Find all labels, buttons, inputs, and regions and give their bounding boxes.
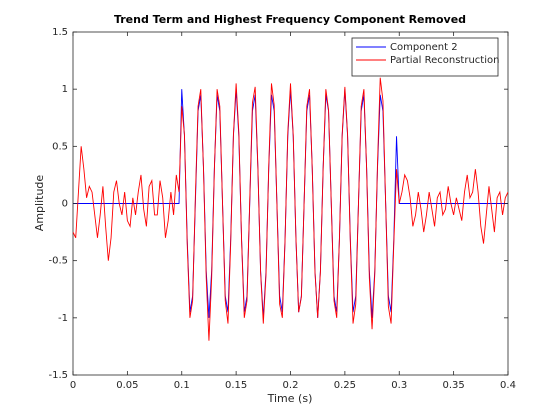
- x-tick-label: 0.3: [391, 380, 407, 391]
- legend-label: Partial Reconstruction: [390, 55, 499, 66]
- y-tick-label: -1: [58, 313, 68, 324]
- series-line: [73, 77, 508, 341]
- y-tick-label: -0.5: [48, 256, 68, 267]
- x-tick-label: 0.1: [174, 380, 190, 391]
- plot-lines: [73, 77, 508, 341]
- x-tick-label: 0.15: [225, 380, 247, 391]
- x-tick-label: 0.25: [334, 380, 356, 391]
- y-axis-label: Amplitude: [33, 175, 46, 232]
- x-tick-label: 0.4: [500, 380, 516, 391]
- legend-label: Component 2: [390, 42, 458, 53]
- legend-box: [351, 37, 499, 77]
- chart-title: Trend Term and Highest Frequency Compone…: [114, 13, 466, 26]
- y-tick-label: 0.5: [52, 141, 68, 152]
- x-axis-label: Time (s): [267, 392, 313, 405]
- x-tick-label: 0.35: [442, 380, 464, 391]
- y-tick-label: 0: [62, 199, 68, 210]
- x-tick-label: 0: [70, 380, 76, 391]
- y-tick-label: -1.5: [48, 370, 68, 381]
- x-tick-label: 0.05: [116, 380, 138, 391]
- y-tick-label: 1.5: [52, 27, 68, 38]
- y-tick-label: 1: [62, 84, 68, 95]
- x-tick-label: 0.2: [283, 380, 299, 391]
